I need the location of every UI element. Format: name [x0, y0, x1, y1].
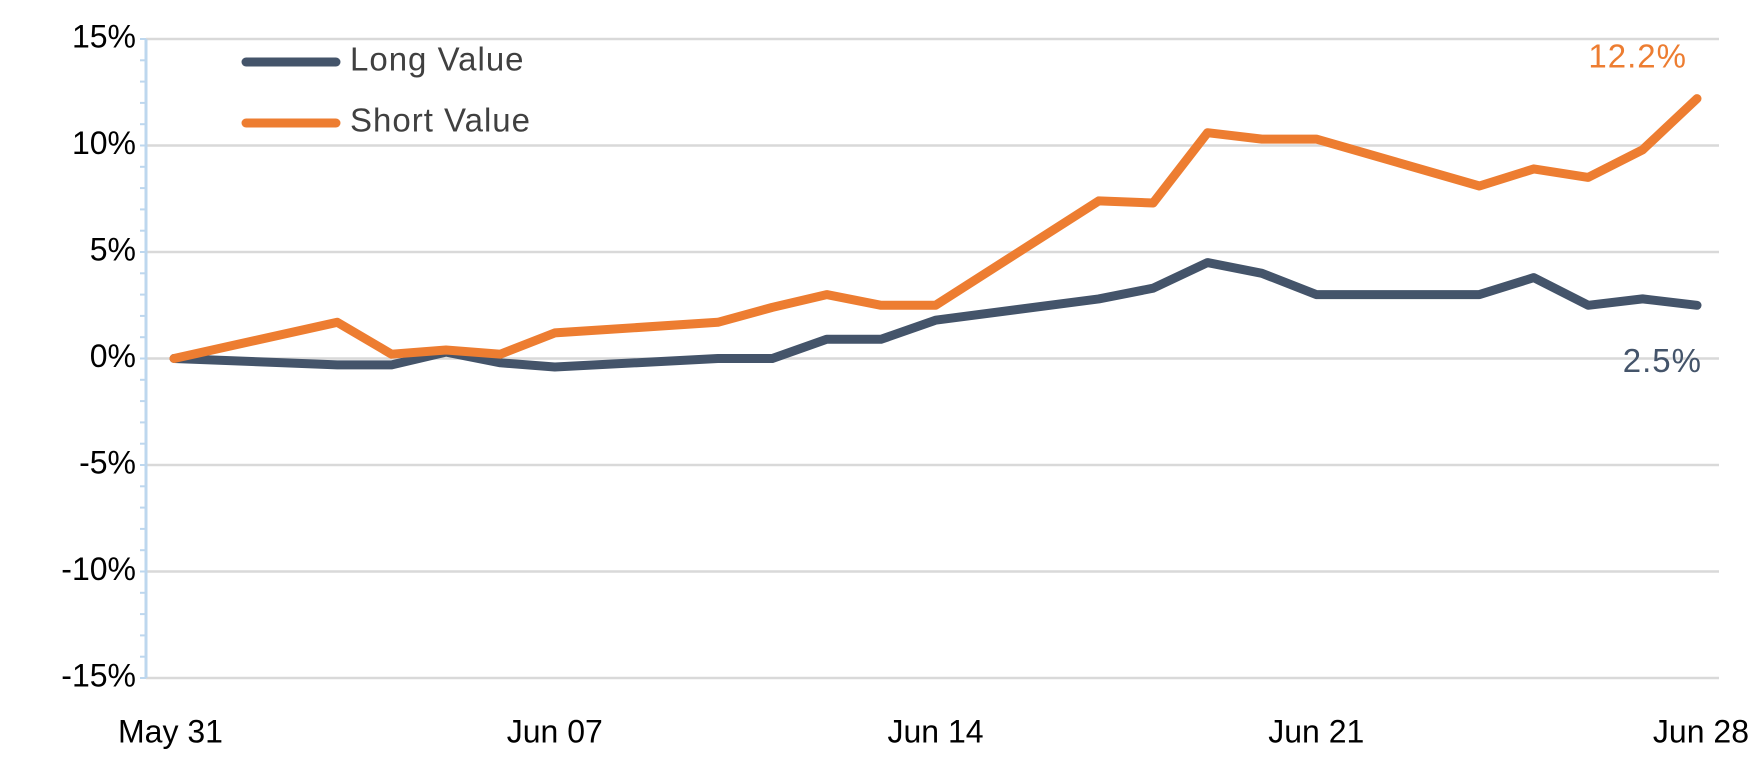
x-tick-label: May 31: [118, 713, 223, 749]
y-tick-label: -5%: [79, 444, 136, 480]
y-tick-label: -10%: [61, 551, 136, 587]
y-tick-label: 10%: [72, 125, 136, 161]
line-series: [169, 94, 1702, 363]
legend-label: Long Value: [350, 41, 525, 78]
y-tick-label: 0%: [90, 338, 136, 374]
y-tick-label: -15%: [61, 657, 136, 693]
legend-label: Short Value: [350, 102, 531, 139]
y-tick-label: 15%: [72, 18, 136, 54]
value-label: 12.2%: [1588, 37, 1687, 74]
x-tick-label: Jun 28: [1653, 713, 1749, 749]
value-label: 2.5%: [1623, 342, 1702, 379]
x-tick-label: Jun 14: [887, 713, 983, 749]
x-tick-label: Jun 07: [507, 713, 603, 749]
y-tick-label: 5%: [90, 231, 136, 267]
x-tick-label: Jun 21: [1268, 713, 1364, 749]
